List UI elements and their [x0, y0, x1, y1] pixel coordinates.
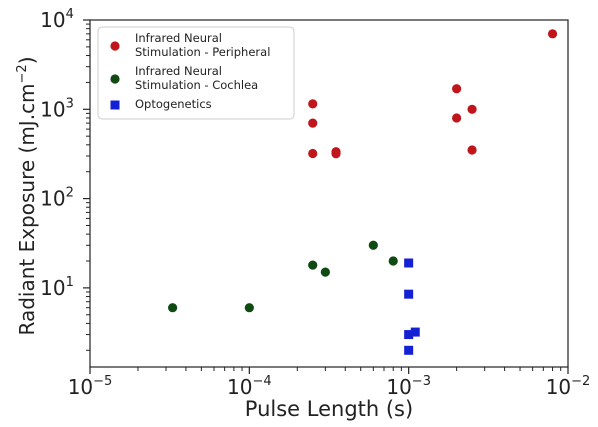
- peripheral-point: [308, 148, 318, 159]
- peripheral-point: [452, 113, 462, 123]
- peripheral-point: [452, 84, 462, 94]
- peripheral-point: [331, 149, 341, 159]
- optogenetics-point: [410, 327, 420, 337]
- optogenetics-point: [404, 330, 414, 340]
- data-points: [168, 29, 558, 355]
- peripheral-point: [547, 29, 558, 39]
- optogenetics-point: [404, 258, 414, 268]
- legend-label: Stimulation - Peripheral: [135, 45, 270, 59]
- peripheral-point: [308, 118, 318, 128]
- cochlea-point: [320, 267, 330, 277]
- peripheral-point: [308, 99, 318, 109]
- y-tick-label: 101: [40, 275, 74, 300]
- optogenetics-point: [404, 345, 414, 355]
- x-axis-label: Pulse Length (s): [245, 397, 413, 421]
- peripheral-point: [467, 145, 477, 155]
- cochlea-point: [244, 303, 254, 313]
- plot-area: [89, 19, 569, 368]
- x-tick-label: 10−3: [386, 374, 431, 399]
- cochlea-point: [388, 256, 398, 266]
- y-tick-label: 104: [40, 7, 74, 32]
- y-tick-label: 102: [40, 186, 74, 211]
- legend-box: [97, 26, 295, 120]
- legend-marker-circle: [110, 74, 120, 84]
- legend-label: Optogenetics: [135, 97, 212, 111]
- legend-label: Infrared Neural: [135, 31, 222, 45]
- y-axis-label: Radiant Exposure (mJ.cm−2): [15, 56, 39, 335]
- legend-label: Stimulation - Cochlea: [135, 78, 258, 92]
- optogenetics-point: [404, 289, 414, 299]
- cochlea-point: [368, 240, 378, 250]
- x-tick-label: 10−5: [68, 374, 113, 399]
- x-axis-ticks: 10−5 10−4 10−3 10−2: [68, 367, 591, 399]
- peripheral-point: [467, 104, 477, 114]
- legend-label: Infrared Neural: [135, 64, 222, 78]
- cochlea-point: [308, 260, 318, 270]
- legend-marker-circle: [110, 41, 120, 51]
- legend-marker-square: [110, 100, 120, 110]
- x-tick-label: 10−4: [227, 374, 272, 399]
- y-tick-label: 103: [40, 96, 74, 121]
- cochlea-point: [168, 303, 178, 313]
- y-axis-ticks: 101 102 103 104: [40, 7, 90, 351]
- x-tick-label: 10−2: [546, 374, 591, 399]
